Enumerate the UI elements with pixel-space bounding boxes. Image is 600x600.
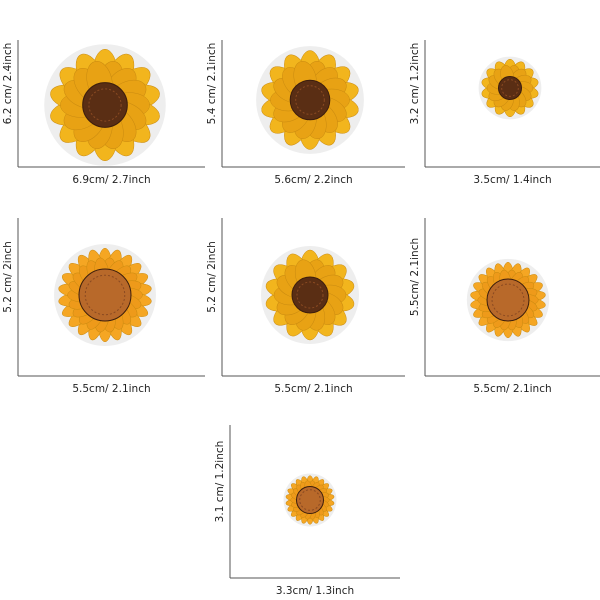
- height-label: 3.2 cm/ 1.2inch: [409, 43, 421, 125]
- height-label: 5.5cm/ 2.1inch: [409, 238, 421, 316]
- width-label: 6.9cm/ 2.7inch: [72, 174, 150, 186]
- product-panel: 3.1 cm/ 1.2inch 3.3cm/ 1.3inch: [214, 425, 400, 597]
- width-label: 5.5cm/ 2.1inch: [72, 383, 150, 395]
- height-label: 3.1 cm/ 1.2inch: [214, 441, 226, 523]
- product-panel: 5.2 cm/ 2inch 5.5cm/ 2.1inch: [206, 218, 405, 395]
- product-panel: 6.2 cm/ 2.4inch 6.9cm/ 2.7inch: [2, 40, 205, 186]
- flower-center: [78, 268, 132, 322]
- product-panel: 5.5cm/ 2.1inch 5.5cm/ 2.1inch: [409, 218, 600, 395]
- width-label: 5.6cm/ 2.2inch: [274, 174, 352, 186]
- flower-center-inner: [295, 85, 325, 115]
- product-panel: 5.2 cm/ 2inch 5.5cm/ 2.1inch: [2, 218, 205, 395]
- height-label: 6.2 cm/ 2.4inch: [2, 43, 14, 125]
- height-label: 5.4 cm/ 2.1inch: [206, 43, 218, 125]
- height-label: 5.2 cm/ 2inch: [2, 241, 14, 313]
- flower-center-inner: [296, 281, 324, 309]
- flower-center-inner: [299, 489, 321, 511]
- flower-center-inner: [501, 79, 519, 97]
- width-label: 5.5cm/ 2.1inch: [473, 383, 551, 395]
- flower-center-inner: [491, 283, 525, 317]
- flower-center: [486, 278, 530, 322]
- product-panel: 5.4 cm/ 2.1inch 5.6cm/ 2.2inch: [206, 40, 405, 186]
- flower-center: [296, 486, 324, 514]
- flower-center-inner: [84, 274, 126, 316]
- flower-center: [291, 276, 329, 314]
- flower-center-inner: [88, 88, 122, 122]
- height-label: 5.2 cm/ 2inch: [206, 241, 218, 313]
- width-label: 3.3cm/ 1.3inch: [276, 585, 354, 597]
- product-panel: 3.2 cm/ 1.2inch 3.5cm/ 1.4inch: [409, 40, 600, 186]
- width-label: 5.5cm/ 2.1inch: [274, 383, 352, 395]
- width-label: 3.5cm/ 1.4inch: [473, 174, 551, 186]
